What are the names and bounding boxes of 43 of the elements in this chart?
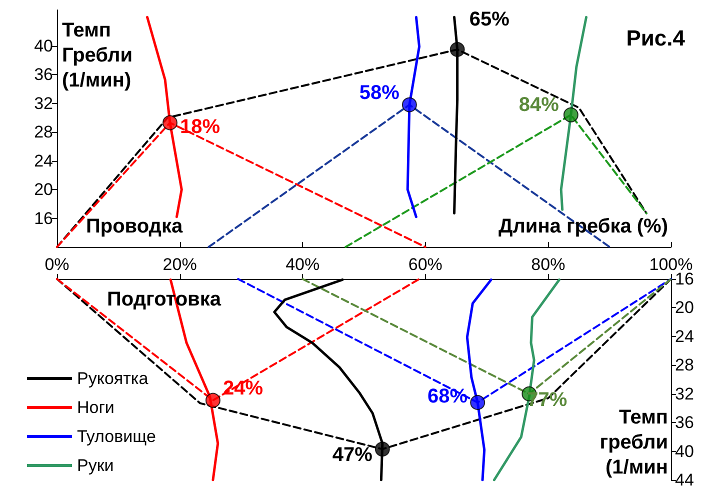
x-tick-label: 0% [44,255,70,274]
y-tick-label: 32 [34,94,53,113]
x-tick-label: 60% [408,255,442,274]
point [402,97,417,112]
y-tick-label: 20 [675,298,694,318]
x-tick-label: 20% [162,255,197,274]
y-tick-label: 40 [34,36,53,56]
y-axis-title: Темп гребли (1/мин [600,406,668,478]
annotation: 58% [359,82,400,104]
annotation: 47% [332,444,373,466]
y-tick-label: 24 [675,326,694,346]
point [162,115,178,130]
y-tick-label: 36 [34,65,53,84]
legend-label: Ноги [77,398,114,417]
line-series [146,16,183,218]
text: Рис.4 [626,26,686,50]
y-tick-label: 28 [675,356,694,375]
legend-label: Руки [77,456,114,475]
y-tick-label: 24 [34,151,53,170]
point [374,442,390,457]
legend-label: Рукоятка [77,369,149,388]
y-tick-label: 44 [675,470,694,489]
point [205,392,220,408]
x-tick-label: 80% [531,255,566,274]
y-tick-label: 32 [675,384,694,404]
annotation: 65% [469,8,510,30]
y-axis-title: Темп Гребли (1/мин) [62,20,133,92]
point [450,42,465,57]
y-tick-label: 36 [675,413,694,432]
y-tick-label: 40 [675,442,694,461]
annotation: 84% [518,94,560,116]
y-tick-label: 28 [34,122,53,142]
y-tick-label: 20 [34,180,53,200]
point [470,394,486,410]
legend-label: Туловище [77,427,156,446]
line-series [560,16,588,211]
point [563,107,578,122]
annotation: Проводка [86,216,184,238]
annotation: 68% [428,385,468,408]
line-series [466,278,492,482]
annotation: 18% [180,116,220,138]
y-tick-label: 16 [34,208,53,228]
x-tick-label: 40% [286,255,320,274]
